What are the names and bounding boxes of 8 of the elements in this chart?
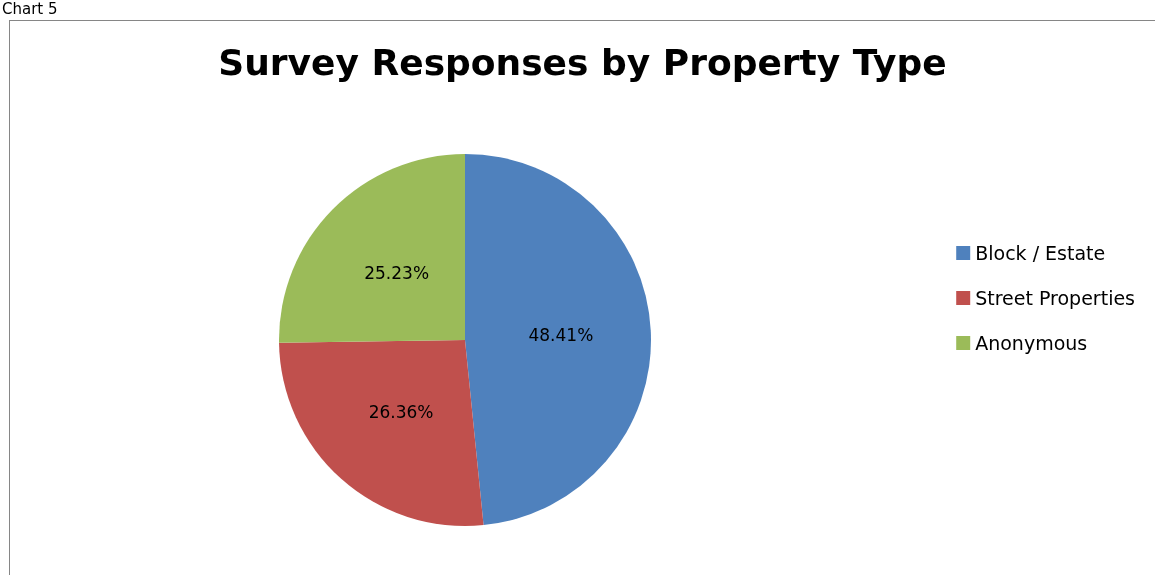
data-label: 26.36% <box>368 401 434 422</box>
chart-title: Survey Responses by Property Type <box>218 41 947 83</box>
legend-label: Street Properties <box>975 287 1135 309</box>
data-label: 25.23% <box>364 262 430 283</box>
caption: Chart 5 <box>2 0 58 18</box>
legend-label: Block / Estate <box>975 242 1106 264</box>
legend-label: Anonymous <box>975 332 1088 354</box>
data-label: 48.41% <box>528 325 594 346</box>
